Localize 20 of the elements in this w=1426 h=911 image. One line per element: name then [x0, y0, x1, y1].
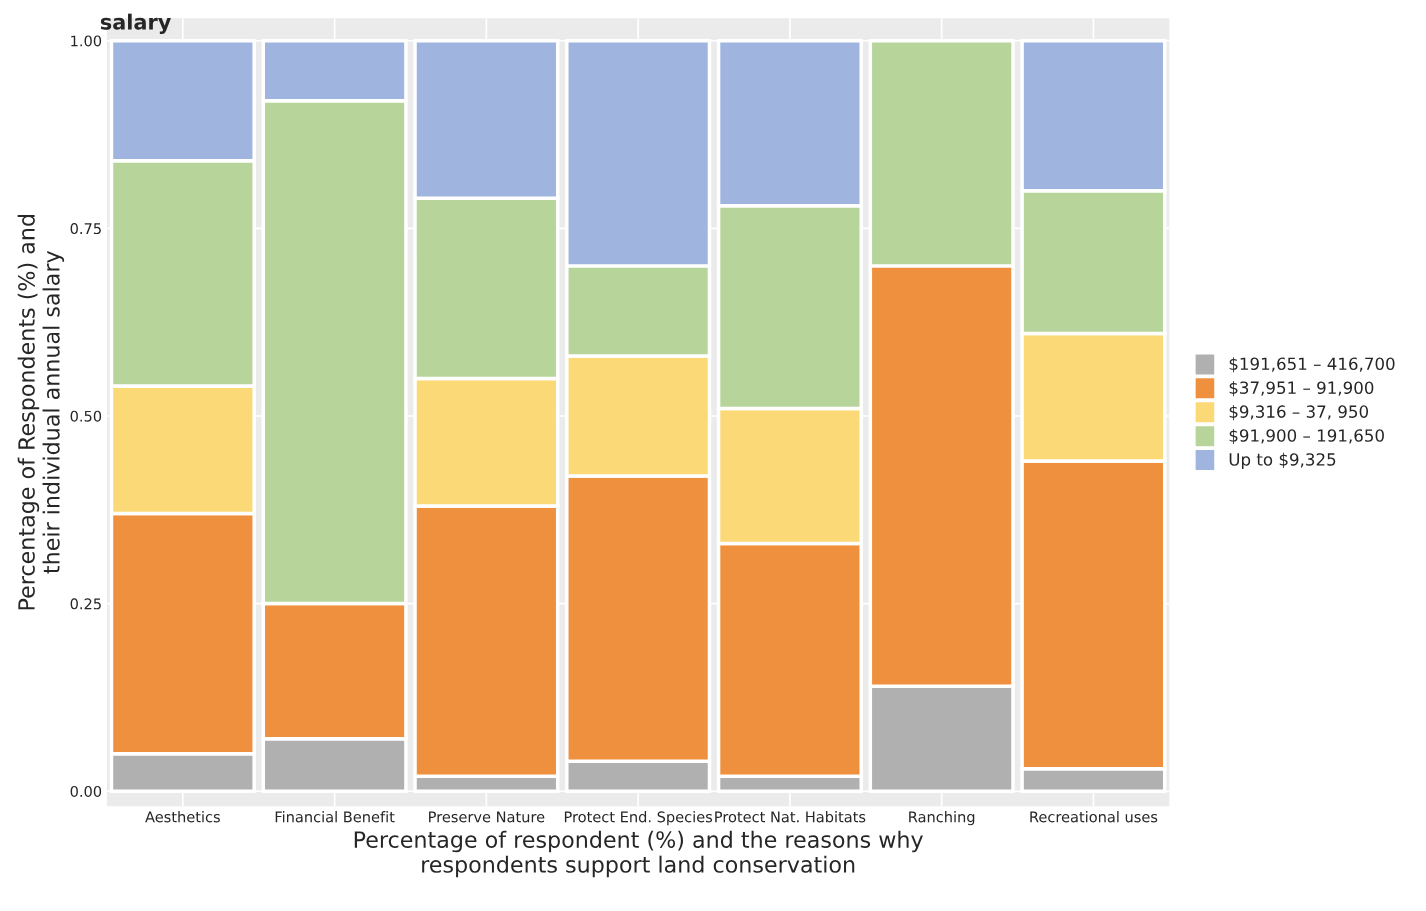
y-axis-title: Percentage of Respondents (%) and their individual annual salary [17, 214, 65, 610]
x-tick-label: Recreational uses [1030, 811, 1158, 823]
legend-label: $9,316 – 37, 950 [1229, 405, 1369, 421]
y-tick-label: 0.00 [70, 785, 102, 797]
legend-label: $91,900 – 191,650 [1229, 428, 1384, 445]
x-tick-label: Ranching [909, 811, 975, 826]
chart-title: salary [100, 13, 171, 34]
legend-label: $37,951 – 91,900 [1229, 381, 1374, 397]
legend-label: $191,651 – 416,700 [1229, 357, 1395, 373]
y-tick-label: 1.00 [71, 35, 102, 47]
y-tick-label: 0.75 [70, 223, 101, 235]
x-tick-label: Financial Benefit [275, 811, 395, 823]
y-tick-label: 0.25 [70, 598, 101, 610]
x-tick-label: Protect Nat. Habitats [715, 811, 866, 823]
x-tick-label: Protect End. Species [564, 811, 713, 826]
legend-label: Up to $9,325 [1229, 452, 1336, 469]
x-axis-title: Percentage of respondent (%) and the reasons why respondents support land conservation [354, 830, 923, 878]
x-tick-label: Preserve Nature [429, 811, 545, 823]
y-tick-label: 0.50 [70, 410, 102, 422]
x-tick-label: Aesthetics [145, 811, 220, 823]
